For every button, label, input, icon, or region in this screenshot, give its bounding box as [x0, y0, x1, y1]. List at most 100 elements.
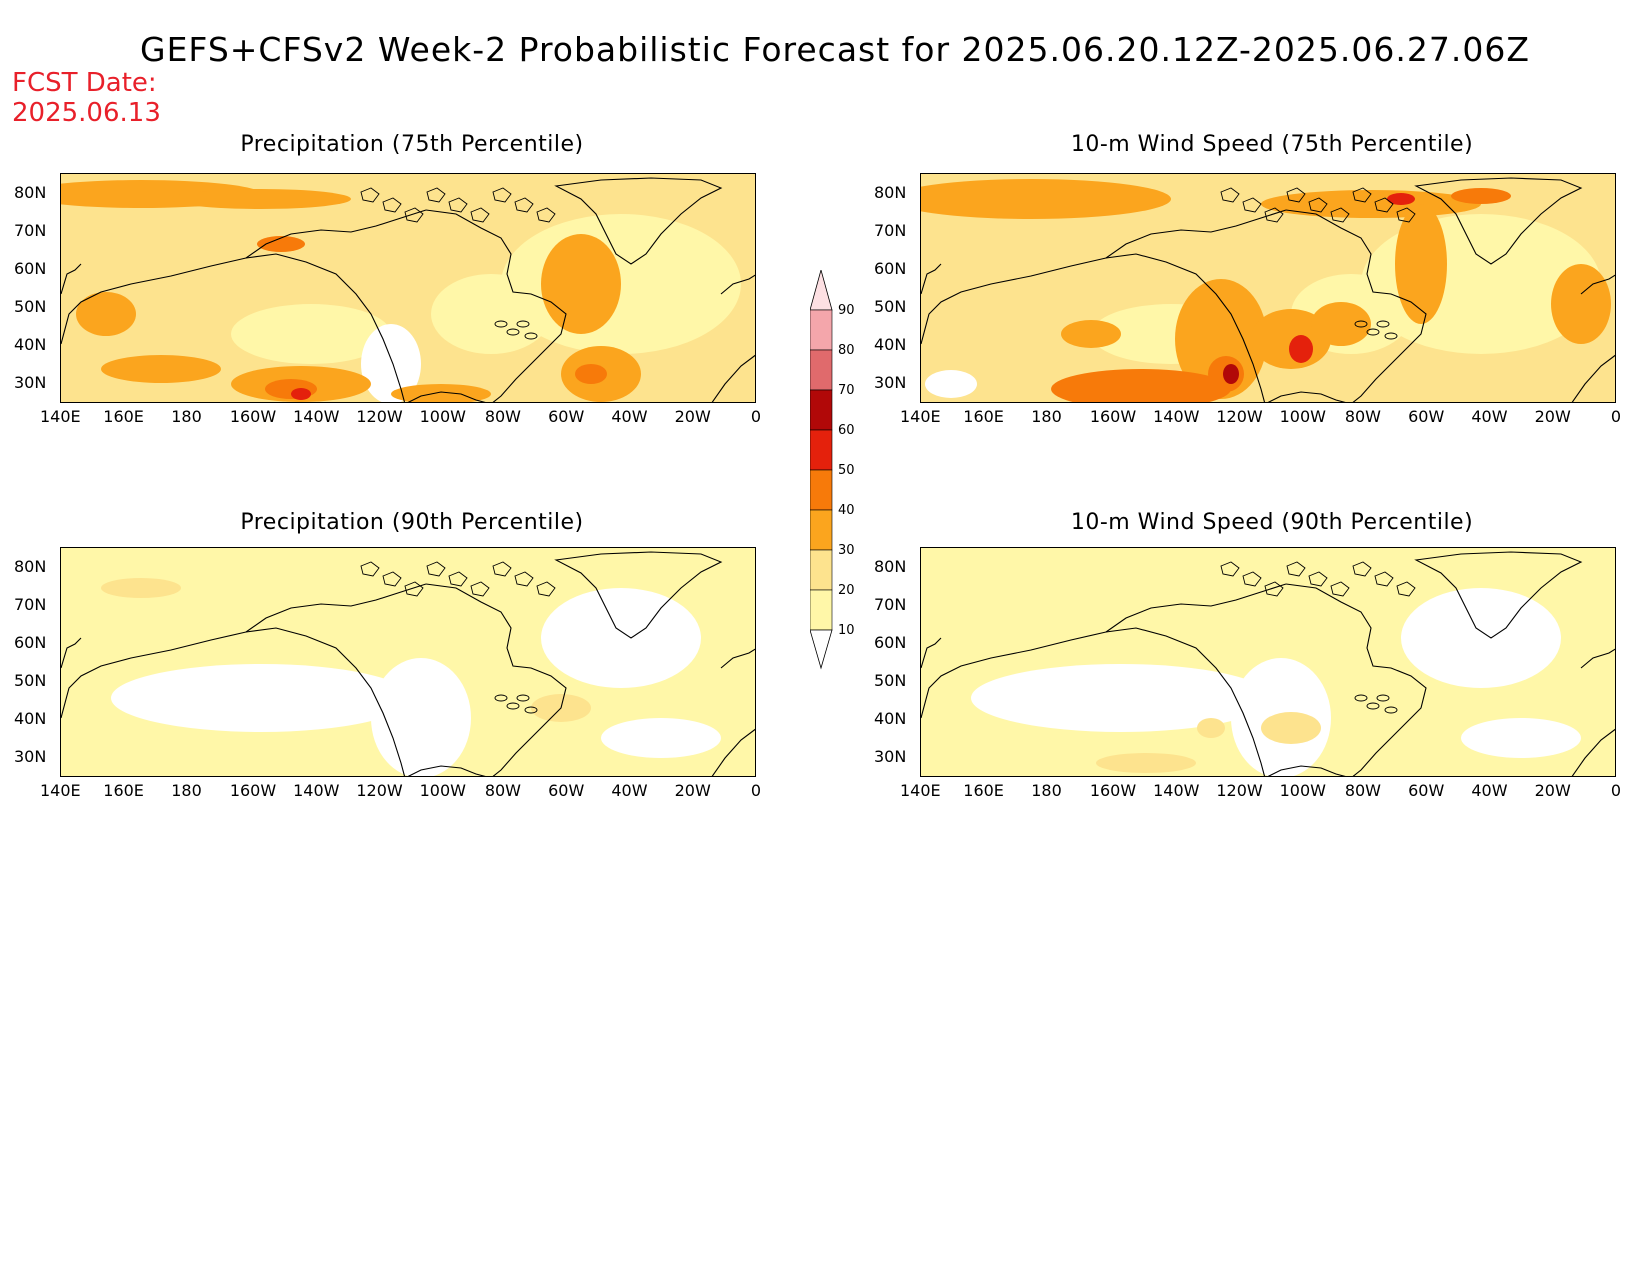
- lon-tick-label: 160E: [103, 407, 144, 426]
- lon-tick-label: 80W: [484, 407, 521, 426]
- coastline: [1267, 765, 1346, 776]
- probability-area: [1223, 364, 1239, 384]
- great-lake: [1354, 694, 1368, 702]
- coastline: [554, 177, 723, 265]
- arctic-island: [426, 561, 446, 577]
- no-signal-area: [371, 658, 471, 776]
- colorbar-label: 70: [838, 383, 855, 398]
- arctic-island: [1352, 561, 1372, 577]
- arctic-island: [1220, 561, 1240, 577]
- great-lake: [494, 320, 508, 328]
- coastline: [1571, 728, 1615, 776]
- colorbar-label: 20: [838, 583, 855, 598]
- lat-tick-label: 70N: [874, 221, 907, 240]
- lon-tick-label: 80W: [1344, 407, 1381, 426]
- colorbar-box: [810, 549, 833, 591]
- coastline: [425, 209, 567, 402]
- arctic-island: [492, 561, 512, 577]
- lat-tick-label: 30N: [14, 373, 47, 392]
- coastline: [61, 627, 406, 776]
- arctic-island: [470, 581, 490, 597]
- probability-area: [1289, 335, 1313, 363]
- no-signal-area: [925, 370, 977, 398]
- coastline: [1105, 209, 1287, 259]
- lon-tick-label: 20W: [1534, 407, 1571, 426]
- lon-tick-label: 40W: [1471, 781, 1508, 800]
- arctic-island: [360, 187, 380, 203]
- probability-area: [101, 355, 221, 383]
- colorbar-box: [810, 589, 833, 631]
- lat-tick-label: 80N: [14, 183, 47, 202]
- arctic-island: [448, 571, 468, 587]
- great-lake: [506, 328, 520, 336]
- arctic-island: [1286, 561, 1306, 577]
- lon-tick-label: 140W: [293, 781, 340, 800]
- coastline: [61, 263, 82, 295]
- arctic-island: [1308, 197, 1328, 213]
- arctic-island: [1330, 207, 1350, 223]
- lat-tick-label: 70N: [874, 595, 907, 614]
- lon-tick-label: 180: [171, 407, 202, 426]
- lat-tick-label: 40N: [874, 335, 907, 354]
- great-lake: [1376, 320, 1390, 328]
- coastline: [1105, 583, 1287, 633]
- great-lake: [1376, 694, 1390, 702]
- lon-tick-label: 100W: [419, 781, 466, 800]
- lon-tick-label: 100W: [1279, 407, 1326, 426]
- probability-area: [1387, 193, 1415, 205]
- probability-area: [1096, 753, 1196, 773]
- coastline: [1580, 648, 1615, 669]
- colorbar-label: 90: [838, 303, 855, 318]
- arctic-island: [1352, 187, 1372, 203]
- coastline: [921, 627, 1266, 776]
- map-precip-75: [60, 173, 756, 403]
- lon-tick-label: 160E: [103, 781, 144, 800]
- no-signal-area: [1401, 588, 1561, 688]
- lon-tick-label: 100W: [1279, 781, 1326, 800]
- lat-tick-label: 50N: [874, 297, 907, 316]
- probability-area: [1451, 188, 1511, 204]
- colorbar-label: 50: [838, 463, 855, 478]
- lon-tick-label: 140W: [293, 407, 340, 426]
- colorbar-box: [810, 469, 833, 511]
- coastline: [921, 263, 942, 295]
- lon-tick-label: 120W: [1216, 407, 1263, 426]
- colorbar-legend: 10 20 30 40 50 60 70 80 90: [810, 270, 855, 670]
- arctic-island: [1220, 187, 1240, 203]
- lon-tick-label: 40W: [1471, 407, 1508, 426]
- arctic-island: [1374, 197, 1394, 213]
- lat-tick-label: 80N: [14, 557, 47, 576]
- lon-tick-label: 40W: [611, 407, 648, 426]
- colorbar-label: 30: [838, 543, 855, 558]
- colorbar-box: [810, 349, 833, 391]
- great-lake: [1366, 702, 1380, 710]
- probability-area: [171, 189, 351, 209]
- coastline: [61, 253, 406, 402]
- probability-area: [1051, 369, 1231, 402]
- lon-tick-label: 160W: [1089, 781, 1137, 800]
- lon-tick-label: 0: [1610, 407, 1622, 426]
- lon-tick-label: 180: [171, 781, 202, 800]
- probability-area: [1395, 204, 1447, 324]
- probability-area: [541, 234, 621, 334]
- lat-tick-label: 60N: [14, 633, 47, 652]
- lon-tick-label: 160W: [229, 781, 277, 800]
- lon-tick-label: 40W: [611, 781, 648, 800]
- forecast-date-value: 2025.06.13: [12, 98, 161, 128]
- lat-tick-label: 30N: [874, 373, 907, 392]
- no-signal-area: [361, 324, 421, 402]
- colorbar-box: [810, 509, 833, 551]
- map-wind-75: [920, 173, 1616, 403]
- arctic-island: [1396, 207, 1416, 223]
- lon-tick-label: 140E: [900, 407, 941, 426]
- lat-tick-label: 30N: [14, 747, 47, 766]
- lon-tick-label: 160W: [1089, 407, 1137, 426]
- arctic-island: [492, 187, 512, 203]
- lat-tick-label: 50N: [874, 671, 907, 690]
- lon-tick-label: 60W: [1408, 407, 1445, 426]
- colorbar-top-arrow: [810, 270, 833, 311]
- lon-tick-label: 0: [750, 407, 762, 426]
- probability-area: [1175, 279, 1267, 399]
- arctic-island: [514, 571, 534, 587]
- lon-tick-label: 20W: [674, 407, 711, 426]
